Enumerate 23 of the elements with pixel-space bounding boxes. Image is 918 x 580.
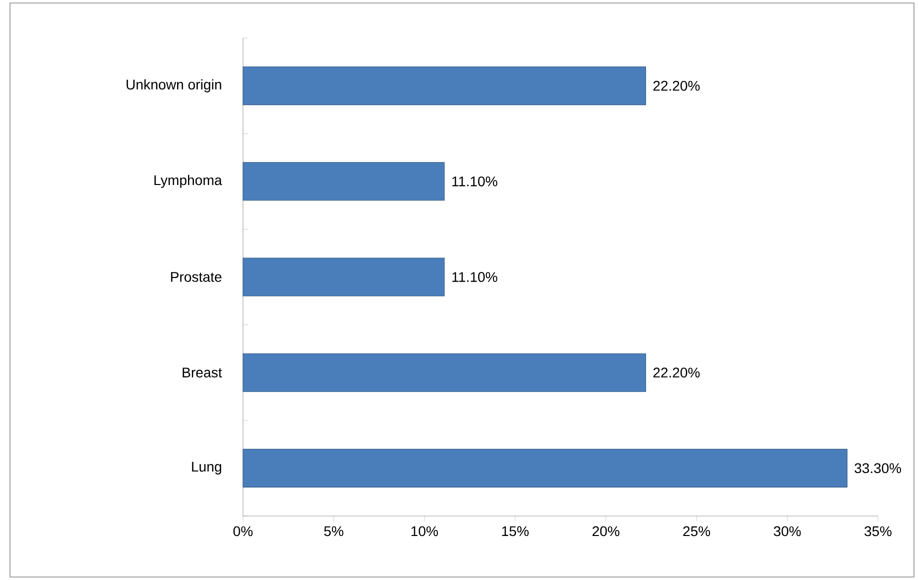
bar [242,353,646,392]
bar [242,258,445,296]
x-tick-label: 10% [411,526,438,536]
bar [242,162,445,201]
x-tick-label: 15% [502,526,529,536]
x-tick-label: 0% [233,526,253,536]
x-tick-label: 30% [774,526,801,536]
y-tick-label: Breast [182,368,222,378]
bar [242,66,646,106]
data-label: 33.30% [854,463,902,474]
y-tick-label: Unknown origin [126,79,222,92]
data-label: 11.10% [452,272,498,282]
x-tick-label: 25% [683,526,710,536]
data-label: 11.10% [452,176,498,186]
data-label: 22.20% [653,368,700,378]
x-tick-label: 20% [592,526,620,536]
y-tick-label: Prostate [171,272,222,282]
x-tick-label: 5% [324,526,344,536]
data-label: 22.20% [653,80,700,91]
y-tick-label: Lung [192,462,222,474]
bar [242,448,848,488]
x-tick-label: 35% [864,526,892,536]
y-tick-label: Lymphoma [154,174,222,188]
